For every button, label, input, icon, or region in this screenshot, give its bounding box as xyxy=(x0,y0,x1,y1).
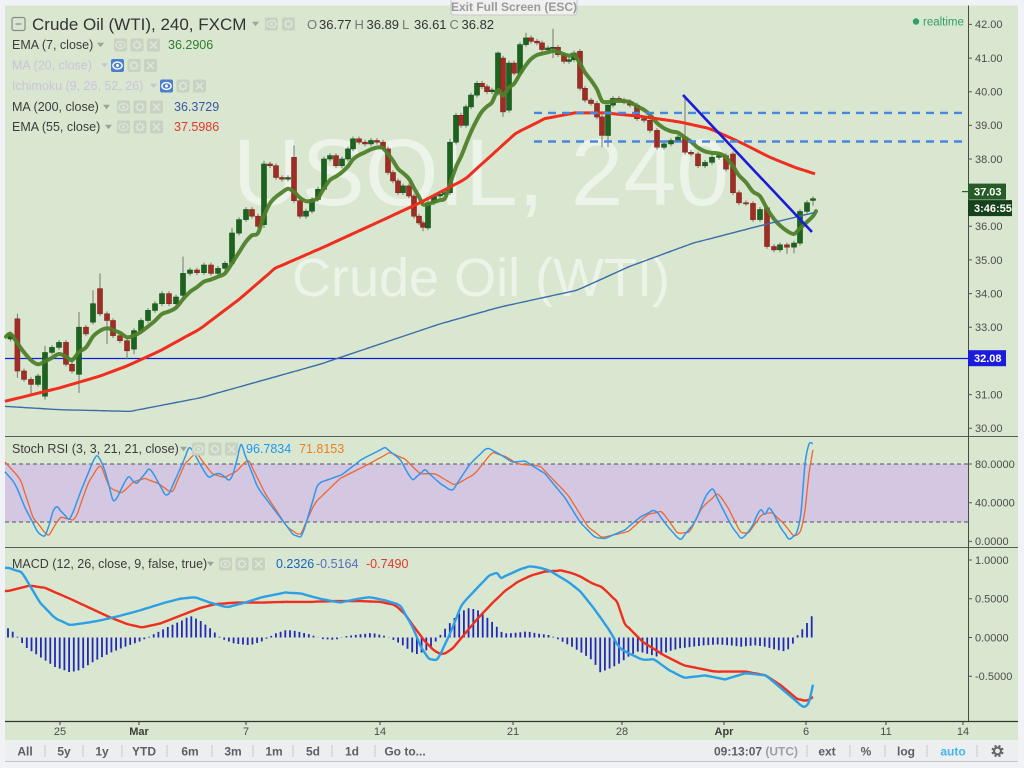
svg-text:auto: auto xyxy=(940,745,965,759)
svg-text:3:46:55: 3:46:55 xyxy=(974,203,1012,215)
svg-text:0.5000: 0.5000 xyxy=(975,594,1009,606)
svg-text:ext: ext xyxy=(818,745,835,759)
svg-text:31.00: 31.00 xyxy=(975,389,1003,401)
svg-text:C: C xyxy=(450,17,459,32)
svg-text:0.0000: 0.0000 xyxy=(975,536,1009,548)
svg-text:09:13:07 (UTC): 09:13:07 (UTC) xyxy=(714,745,798,759)
svg-text:MA (200, close): MA (200, close) xyxy=(12,100,99,114)
svg-text:37.5986: 37.5986 xyxy=(174,120,219,134)
svg-text:-0.5164: -0.5164 xyxy=(316,557,358,571)
svg-text:36.61: 36.61 xyxy=(414,17,447,32)
svg-text:21: 21 xyxy=(507,726,519,738)
svg-text:O: O xyxy=(307,17,317,32)
svg-text:28: 28 xyxy=(616,726,628,738)
svg-text:25: 25 xyxy=(54,726,66,738)
svg-text:36.77: 36.77 xyxy=(319,17,352,32)
svg-text:1.0000: 1.0000 xyxy=(975,555,1009,567)
svg-text:33.00: 33.00 xyxy=(975,322,1003,334)
svg-text:Apr: Apr xyxy=(715,726,735,738)
svg-text:MACD (12, 26, close, 9, false,: MACD (12, 26, close, 9, false, true) xyxy=(12,557,207,571)
svg-text:41.00: 41.00 xyxy=(975,53,1003,65)
svg-text:36.3729: 36.3729 xyxy=(174,100,219,114)
svg-text:0.0000: 0.0000 xyxy=(975,632,1009,644)
svg-text:35.00: 35.00 xyxy=(975,255,1003,267)
svg-text:MA (20, close): MA (20, close) xyxy=(12,59,92,73)
svg-text:All: All xyxy=(17,745,32,759)
svg-text:Crude Oil (WTI): Crude Oil (WTI) xyxy=(292,248,670,308)
svg-text:H: H xyxy=(355,17,364,32)
svg-text:40.0000: 40.0000 xyxy=(975,498,1015,510)
svg-text:36.89: 36.89 xyxy=(367,17,400,32)
svg-text:YTD: YTD xyxy=(132,745,156,759)
svg-text:38.00: 38.00 xyxy=(975,154,1003,166)
svg-text:-0.7490: -0.7490 xyxy=(366,557,408,571)
svg-text:40.00: 40.00 xyxy=(975,87,1003,99)
svg-text:34.00: 34.00 xyxy=(975,288,1003,300)
svg-text:7: 7 xyxy=(243,726,249,738)
svg-text:EMA (7, close): EMA (7, close) xyxy=(12,38,93,52)
svg-text:32.08: 32.08 xyxy=(974,353,1002,365)
svg-text:96.7834: 96.7834 xyxy=(246,442,291,456)
svg-text:6: 6 xyxy=(803,726,809,738)
svg-text:%: % xyxy=(861,745,872,759)
svg-text:36.00: 36.00 xyxy=(975,221,1003,233)
svg-text:Crude Oil (WTI), 240, FXCM: Crude Oil (WTI), 240, FXCM xyxy=(32,15,246,34)
svg-text:39.00: 39.00 xyxy=(975,120,1003,132)
svg-text:Go to...: Go to... xyxy=(384,745,425,759)
svg-text:36.2906: 36.2906 xyxy=(168,38,213,52)
svg-text:11: 11 xyxy=(880,726,891,738)
svg-text:0.2326: 0.2326 xyxy=(276,557,314,571)
svg-text:37.03: 37.03 xyxy=(974,187,1002,199)
svg-text:1m: 1m xyxy=(265,745,282,759)
svg-text:42.00: 42.00 xyxy=(975,19,1003,31)
svg-text:log: log xyxy=(897,745,915,759)
svg-text:80.0000: 80.0000 xyxy=(975,459,1015,471)
svg-text:3m: 3m xyxy=(224,745,241,759)
svg-text:14: 14 xyxy=(374,726,386,738)
svg-text:L: L xyxy=(402,17,409,32)
svg-text:36.82: 36.82 xyxy=(462,17,495,32)
svg-text:30.00: 30.00 xyxy=(975,423,1003,435)
svg-text:1y: 1y xyxy=(95,745,109,759)
svg-text:6m: 6m xyxy=(181,745,198,759)
svg-text:1d: 1d xyxy=(345,745,359,759)
svg-text:Exit Full Screen (ESC): Exit Full Screen (ESC) xyxy=(451,0,577,14)
svg-text:USOIL, 240: USOIL, 240 xyxy=(233,120,729,226)
svg-text:-0.5000: -0.5000 xyxy=(975,671,1012,683)
svg-text:Stoch RSI (3, 3, 21, 21, close: Stoch RSI (3, 3, 21, 21, close) xyxy=(12,442,179,456)
svg-text:EMA (55, close): EMA (55, close) xyxy=(12,120,100,134)
svg-text:5y: 5y xyxy=(57,745,71,759)
svg-text:14: 14 xyxy=(957,726,969,738)
svg-text:Ichimoku (9, 26, 52, 26): Ichimoku (9, 26, 52, 26) xyxy=(12,79,143,93)
svg-text:Mar: Mar xyxy=(129,726,149,738)
svg-text:5d: 5d xyxy=(306,745,320,759)
svg-text:realtime: realtime xyxy=(923,17,964,29)
svg-text:71.8153: 71.8153 xyxy=(299,442,344,456)
